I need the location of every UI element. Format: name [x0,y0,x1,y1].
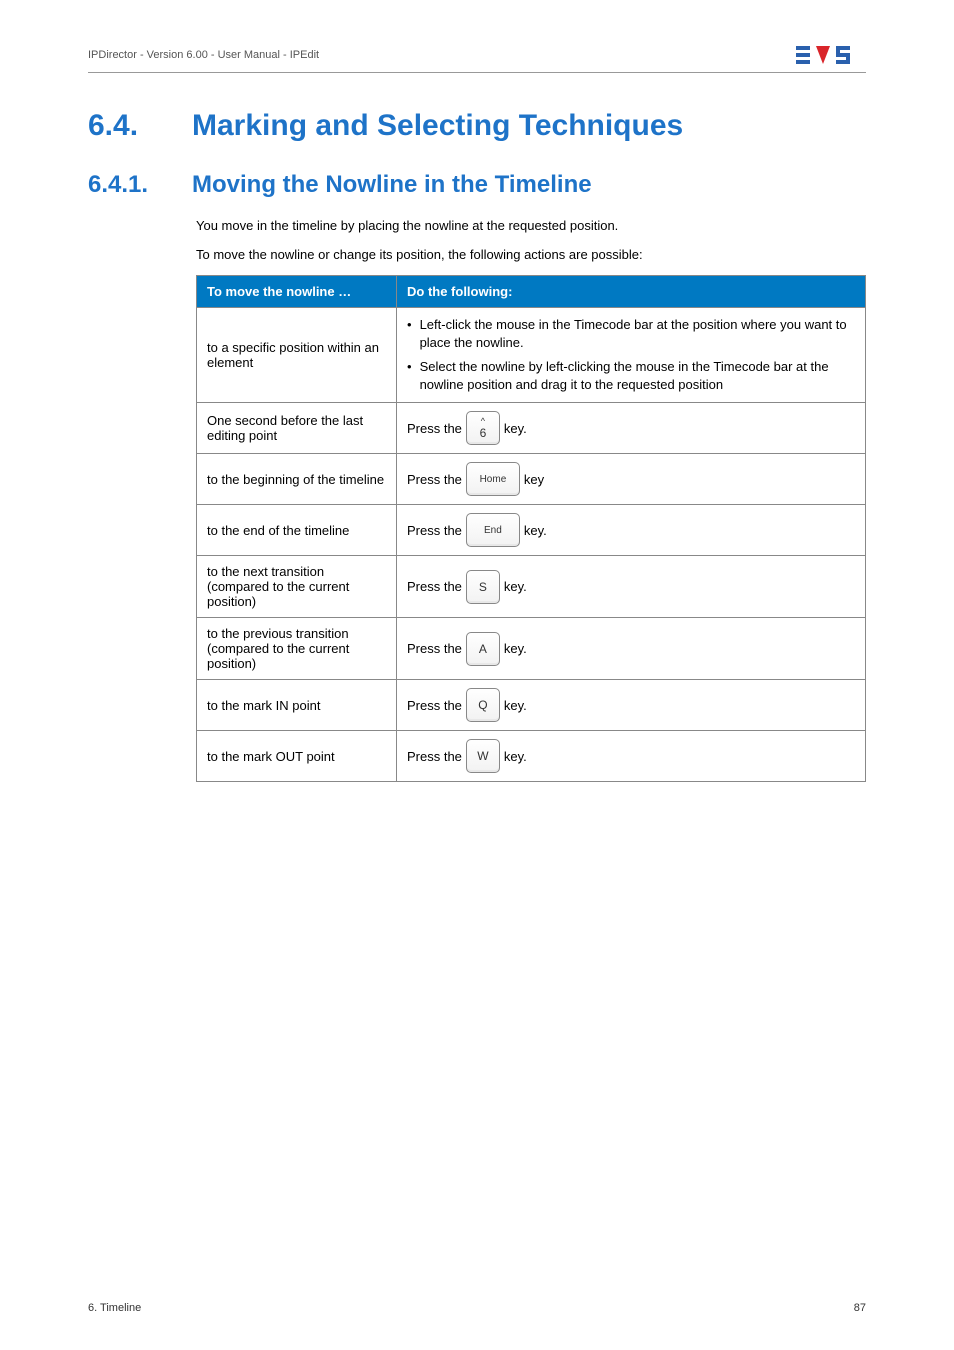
section-heading: 6.4. Marking and Selecting Techniques [88,109,866,143]
subsection-title-text: Moving the Nowline in the Timeline [192,171,592,199]
page-footer: 6. Timeline 87 [88,1302,866,1314]
table-row: to the end of the timeline Press the End… [197,505,866,556]
row2-right: Press the Home key [397,454,866,505]
intro-paragraph-1: You move in the timeline by placing the … [196,217,866,236]
table-row: to the mark IN point Press the Q key. [197,680,866,731]
row6-left: to the mark IN point [197,680,397,731]
header-breadcrumb: IPDirector - Version 6.00 - User Manual … [88,49,319,61]
footer-left: 6. Timeline [88,1302,141,1314]
section-title-text: Marking and Selecting Techniques [192,109,683,143]
table-row: to the previous transition (compared to … [197,618,866,680]
row3-left: to the end of the timeline [197,505,397,556]
row0-bullet2: Select the nowline by left-clicking the … [420,358,855,394]
row3-right: Press the End key. [397,505,866,556]
row4-post: key. [504,579,527,594]
caret-6-key: ^ 6 [466,411,500,445]
row5-post: key. [504,641,527,656]
row3-pre: Press the [407,523,462,538]
row3-post: key. [524,523,547,538]
row1-pre: Press the [407,421,462,436]
header-bar: IPDirector - Version 6.00 - User Manual … [88,44,866,73]
subsection-heading: 6.4.1. Moving the Nowline in the Timelin… [88,171,866,199]
footer-page-number: 87 [854,1302,866,1314]
table-row: to a specific position within an element… [197,307,866,403]
table-row: One second before the last editing point… [197,403,866,454]
table-header-col2: Do the following: [397,275,866,307]
row5-left: to the previous transition (compared to … [197,618,397,680]
table-row: to the mark OUT point Press the W key. [197,731,866,782]
row2-pre: Press the [407,472,462,487]
row4-right: Press the S key. [397,556,866,618]
subsection-number: 6.4.1. [88,171,166,199]
w-key: W [466,739,500,773]
row6-pre: Press the [407,698,462,713]
row1-post: key. [504,421,527,436]
q-key: Q [466,688,500,722]
row1-left: One second before the last editing point [197,403,397,454]
table-header-col1: To move the nowline … [197,275,397,307]
row7-pre: Press the [407,749,462,764]
home-key: Home [466,462,520,496]
row7-left: to the mark OUT point [197,731,397,782]
row5-pre: Press the [407,641,462,656]
table-row: to the beginning of the timeline Press t… [197,454,866,505]
table-row: to the next transition (compared to the … [197,556,866,618]
evs-logo [796,44,866,66]
row0-left: to a specific position within an element [197,307,397,403]
intro-paragraph-2: To move the nowline or change its positi… [196,246,866,265]
row1-right: Press the ^ 6 key. [397,403,866,454]
row6-post: key. [504,698,527,713]
a-key: A [466,632,500,666]
row2-left: to the beginning of the timeline [197,454,397,505]
row2-post: key [524,472,544,487]
row0-right: •Left-click the mouse in the Timecode ba… [397,307,866,403]
row5-right: Press the A key. [397,618,866,680]
row6-right: Press the Q key. [397,680,866,731]
row0-bullet1: Left-click the mouse in the Timecode bar… [420,316,855,352]
row7-right: Press the W key. [397,731,866,782]
row4-left: to the next transition (compared to the … [197,556,397,618]
row4-pre: Press the [407,579,462,594]
actions-table: To move the nowline … Do the following: … [196,275,866,783]
row7-post: key. [504,749,527,764]
s-key: S [466,570,500,604]
section-number: 6.4. [88,109,158,143]
end-key: End [466,513,520,547]
